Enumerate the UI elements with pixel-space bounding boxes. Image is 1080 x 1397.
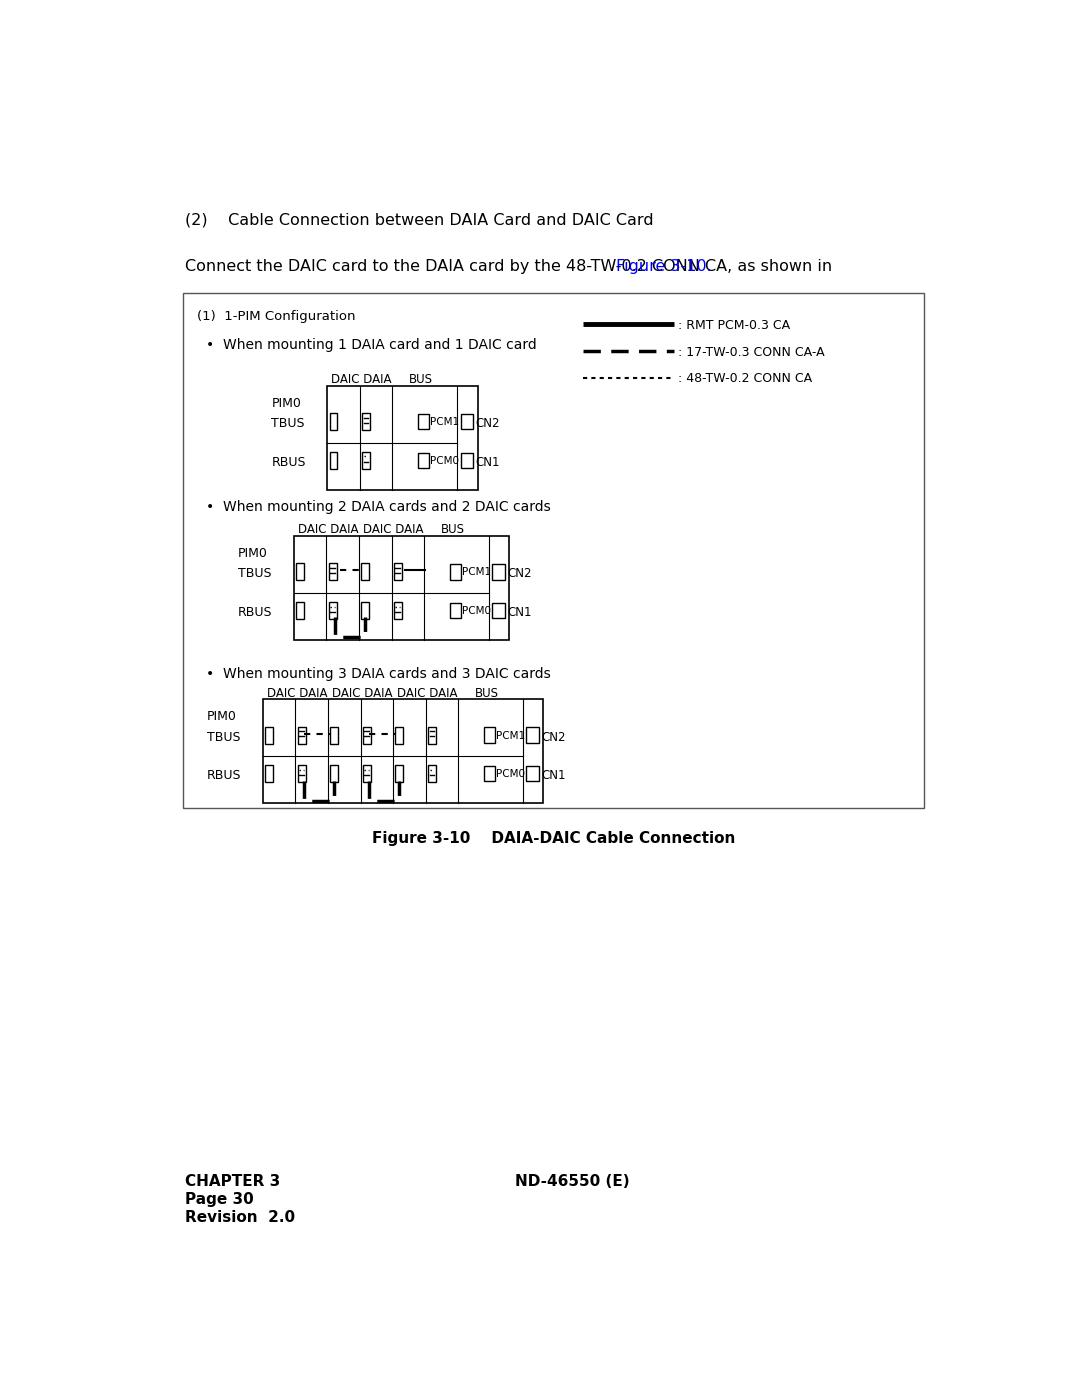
Bar (449, 564, 460, 580)
Bar (294, 535, 510, 640)
Text: RBUS: RBUS (238, 606, 272, 619)
Bar (328, 602, 337, 619)
Text: BUS: BUS (475, 686, 499, 700)
Bar (328, 563, 337, 580)
Text: PCM1: PCM1 (462, 567, 491, 577)
Text: ND-46550 (E): ND-46550 (E) (515, 1173, 630, 1189)
Bar (362, 451, 369, 469)
Text: •  When mounting 1 DAIA card and 1 DAIC card: • When mounting 1 DAIA card and 1 DAIC c… (206, 338, 537, 352)
Text: BUS: BUS (441, 524, 465, 536)
Bar (183, 293, 924, 809)
Bar (296, 602, 303, 619)
Text: CN2: CN2 (507, 567, 531, 580)
Text: PIM0: PIM0 (271, 397, 301, 411)
Bar (428, 766, 435, 782)
Bar (526, 766, 539, 781)
Text: RBUS: RBUS (207, 768, 242, 782)
Text: BUS: BUS (409, 373, 433, 386)
Text: CN1: CN1 (507, 606, 531, 619)
Text: DAIC DAIA: DAIC DAIA (298, 524, 359, 536)
Text: Figure 3-10.: Figure 3-10. (617, 258, 712, 274)
Text: CN2: CN2 (475, 418, 500, 430)
Bar (449, 602, 460, 617)
Bar (330, 766, 338, 782)
Bar (298, 726, 306, 743)
Bar (329, 451, 337, 469)
Text: CN2: CN2 (541, 731, 566, 743)
Text: PCM1: PCM1 (496, 731, 525, 740)
Bar (492, 602, 504, 617)
Text: PIM0: PIM0 (238, 548, 268, 560)
Bar (526, 728, 539, 743)
Text: (2)    Cable Connection between DAIA Card and DAIC Card: (2) Cable Connection between DAIA Card a… (186, 212, 654, 228)
Bar (296, 563, 303, 580)
Bar (363, 766, 370, 782)
Text: •  When mounting 2 DAIA cards and 2 DAIC cards: • When mounting 2 DAIA cards and 2 DAIC … (206, 500, 551, 514)
Text: Figure 3-10    DAIA-DAIC Cable Connection: Figure 3-10 DAIA-DAIC Cable Connection (372, 831, 735, 847)
Text: TBUS: TBUS (207, 731, 241, 743)
Text: •  When mounting 3 DAIA cards and 3 DAIC cards: • When mounting 3 DAIA cards and 3 DAIC … (206, 668, 551, 682)
Text: DAIC DAIA: DAIC DAIA (267, 686, 327, 700)
Text: DAIC DAIA: DAIC DAIA (332, 686, 392, 700)
Bar (362, 602, 369, 619)
Bar (262, 698, 543, 803)
Bar (460, 414, 473, 429)
Bar (484, 766, 495, 781)
Bar (298, 766, 306, 782)
Bar (362, 563, 369, 580)
Text: Connect the DAIC card to the DAIA card by the 48-TW-0.2 CONN CA, as shown in: Connect the DAIC card to the DAIA card b… (186, 258, 838, 274)
Text: DAIC DAIA: DAIC DAIA (363, 524, 423, 536)
Bar (266, 726, 273, 743)
Bar (418, 453, 429, 468)
Bar (394, 602, 402, 619)
Text: CHAPTER 3: CHAPTER 3 (186, 1173, 281, 1189)
Bar (363, 726, 370, 743)
Text: : RMT PCM-0.3 CA: : RMT PCM-0.3 CA (677, 319, 789, 331)
Bar (362, 414, 369, 430)
Text: (1)  1-PIM Configuration: (1) 1-PIM Configuration (197, 310, 355, 323)
Text: Revision  2.0: Revision 2.0 (186, 1210, 296, 1225)
Bar (492, 564, 504, 580)
Text: DAIC DAIA: DAIC DAIA (332, 373, 392, 386)
Text: CN1: CN1 (541, 768, 566, 782)
Bar (395, 766, 403, 782)
Text: CN1: CN1 (475, 455, 500, 468)
Bar (428, 726, 435, 743)
Text: PCM0: PCM0 (430, 455, 459, 465)
Text: PCM0: PCM0 (462, 606, 491, 616)
Text: PCM0: PCM0 (496, 768, 525, 780)
Text: : 17-TW-0.3 CONN CA-A: : 17-TW-0.3 CONN CA-A (677, 345, 824, 359)
Text: TBUS: TBUS (271, 418, 305, 430)
Bar (394, 563, 402, 580)
Bar (395, 726, 403, 743)
Text: PCM1: PCM1 (430, 418, 459, 427)
Text: Page 30: Page 30 (186, 1192, 254, 1207)
Text: DAIC DAIA: DAIC DAIA (397, 686, 458, 700)
Bar (329, 414, 337, 430)
Text: RBUS: RBUS (271, 455, 306, 468)
Text: PIM0: PIM0 (207, 711, 237, 724)
Bar (266, 766, 273, 782)
Text: TBUS: TBUS (238, 567, 271, 580)
Bar (330, 726, 338, 743)
Bar (418, 414, 429, 429)
Bar (460, 453, 473, 468)
Text: : 48-TW-0.2 CONN CA: : 48-TW-0.2 CONN CA (677, 373, 812, 386)
Bar (327, 386, 477, 489)
Bar (484, 728, 495, 743)
